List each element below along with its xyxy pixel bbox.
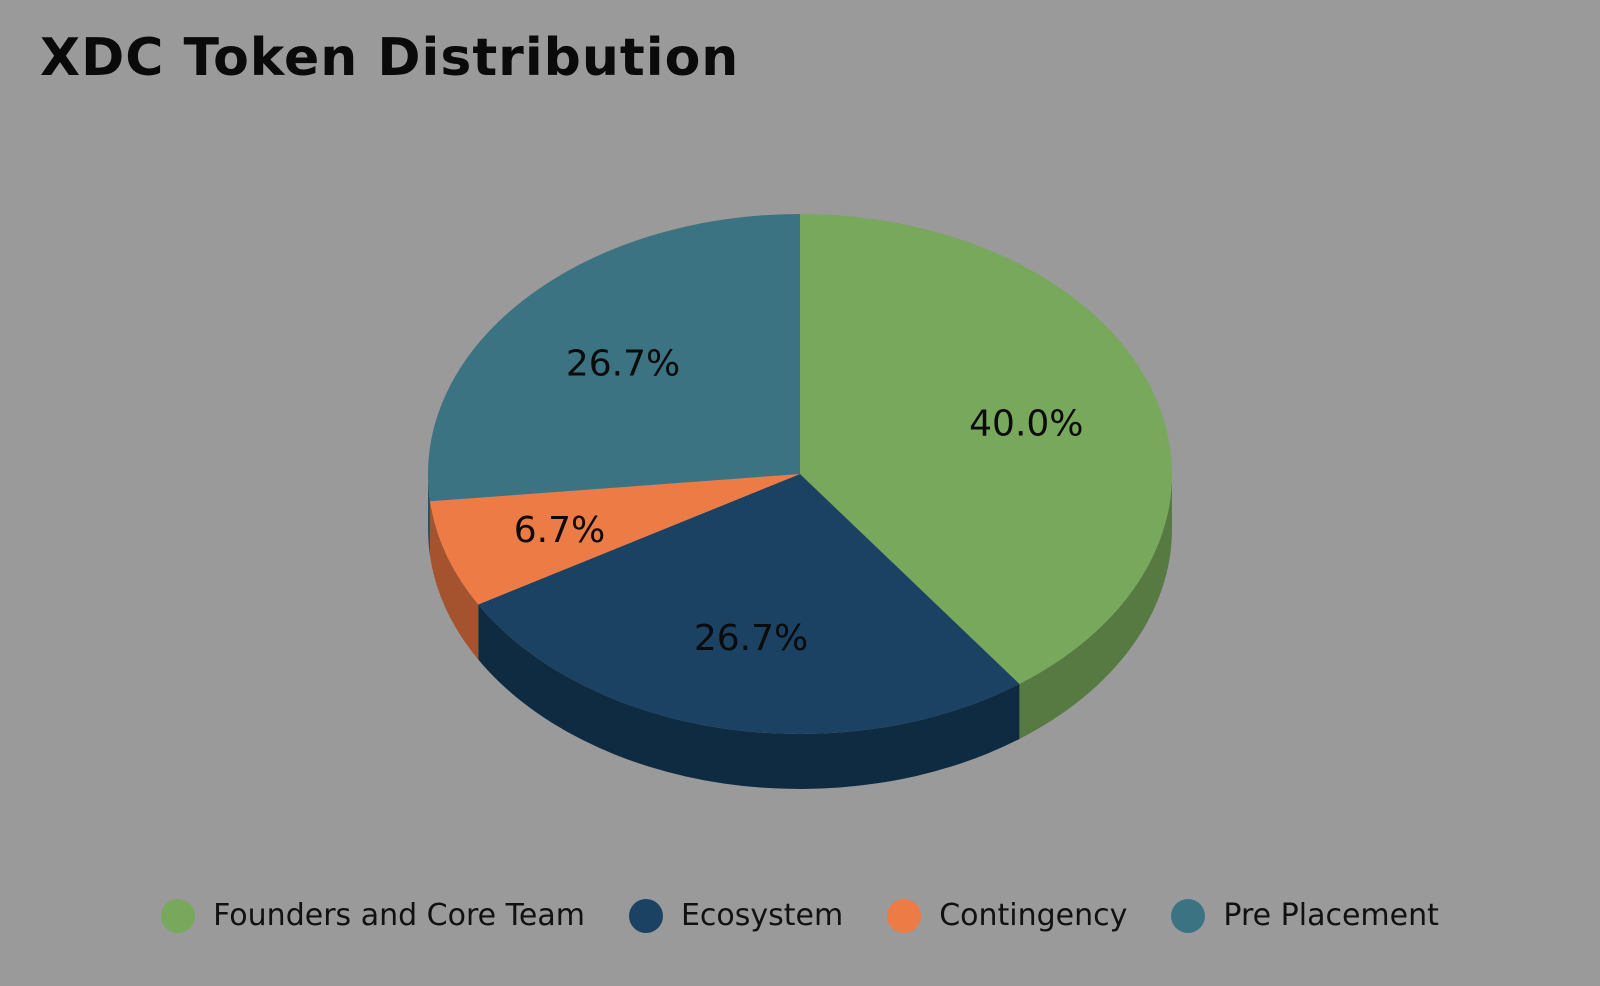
legend-swatch-ecosystem: [628, 898, 663, 933]
pie-slice-founders-and-core-team: [800, 214, 1172, 684]
legend-item-ecosystem: Ecosystem: [628, 898, 844, 933]
legend-label-ecosystem: Ecosystem: [680, 898, 844, 933]
pie-side-founders-and-core-team: [1019, 474, 1172, 739]
legend: Founders and Core Team Ecosystem Contingen…: [0, 898, 1600, 933]
data-label-pre-placement: 26.7%: [566, 344, 680, 385]
legend-label-founders-and-core-team: Founders and Core Team: [213, 898, 585, 933]
pie-side-contingency: [430, 501, 479, 660]
pie-slice-ecosystem: [478, 474, 1020, 734]
chart-title: XDC Token Distribution: [40, 28, 740, 88]
legend-label-pre-placement: Pre Placement: [1223, 898, 1439, 933]
pie-sides: [428, 474, 1172, 789]
data-label-contingency: 6.7%: [514, 510, 605, 551]
data-label-founders-and-core-team: 40.0%: [969, 403, 1083, 444]
pie-tops: [427, 213, 1172, 734]
legend-item-pre-placement: Pre Placement: [1171, 898, 1439, 933]
legend-item-contingency: Contingency: [887, 898, 1127, 933]
legend-swatch-contingency: [887, 898, 922, 933]
pie-side-ecosystem: [478, 604, 1020, 789]
legend-label-contingency: Contingency: [939, 898, 1128, 933]
legend-item-founders-and-core-team: Founders and Core Team: [161, 898, 585, 933]
pie-side-pre-placement: [428, 474, 431, 557]
pie-slice-contingency: [430, 474, 800, 605]
pie-labels: 40.0% 26.7% 6.7% 26.7%: [514, 344, 1084, 659]
pie-slice-pre-placement: [427, 213, 800, 502]
legend-swatch-pre-placement: [1171, 898, 1206, 933]
legend-swatch-founders-and-core-team: [161, 898, 196, 933]
data-label-ecosystem: 26.7%: [694, 618, 808, 659]
